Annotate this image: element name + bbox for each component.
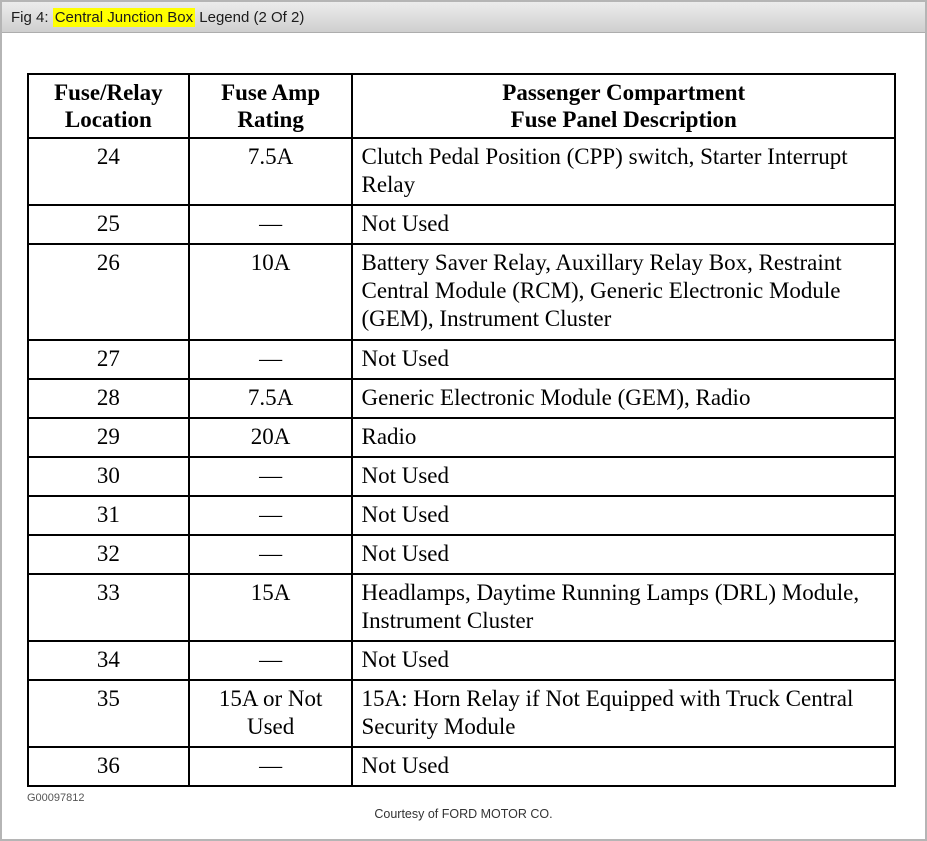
table-row: 36 — Not Used (27, 746, 896, 788)
courtesy-line: Courtesy of FORD MOTOR CO. (374, 807, 553, 821)
fuse-location-cell: 30 (27, 455, 190, 497)
fuse-rating-cell: — (187, 338, 354, 380)
fuse-rating-cell: — (187, 494, 354, 536)
fuse-description-cell: Not Used (351, 746, 896, 788)
table-row: 30 — Not Used (27, 455, 896, 497)
fuse-location-cell: 33 (27, 572, 190, 642)
fuse-rating-cell: — (187, 533, 354, 575)
figure-title-suffix: Legend (2 Of 2) (195, 8, 305, 26)
table-row: 32 — Not Used (27, 533, 896, 575)
fuse-rating-cell: 20A (187, 416, 354, 458)
table-row: 25 — Not Used (27, 204, 896, 246)
figure-code: G00097812 (27, 792, 85, 805)
fuse-description-cell: Battery Saver Relay, Auxillary Relay Box… (351, 243, 896, 341)
figure-title-bar: Fig 4: Central Junction Box Legend (2 Of… (2, 2, 925, 33)
header-fuse-amp-rating: Fuse Amp Rating (187, 72, 354, 140)
fuse-location-cell: 27 (27, 338, 190, 380)
fuse-description-cell: Not Used (351, 338, 896, 380)
fuse-location-cell: 35 (27, 678, 190, 749)
fuse-table-body: 24 7.5A Clutch Pedal Position (CPP) swit… (27, 137, 896, 788)
figure-title-highlight: Central Junction Box (52, 7, 196, 27)
header-panel-description: Passenger Compartment Fuse Panel Descrip… (351, 72, 896, 140)
fuse-location-cell: 34 (27, 639, 190, 681)
table-row: 26 10A Battery Saver Relay, Auxillary Re… (27, 243, 896, 341)
fuse-description-cell: Not Used (351, 639, 896, 681)
fuse-rating-cell: — (187, 746, 354, 788)
fuse-description-cell: Headlamps, Daytime Running Lamps (DRL) M… (351, 572, 896, 642)
table-row: 27 — Not Used (27, 338, 896, 380)
fuse-description-cell: Clutch Pedal Position (CPP) switch, Star… (351, 137, 896, 207)
fuse-description-cell: Radio (351, 416, 896, 458)
header-line: Fuse/Relay (54, 80, 163, 105)
fuse-rating-cell: 7.5A (187, 377, 354, 419)
table-header-row: Fuse/Relay Location Fuse Amp Rating Pass… (27, 72, 896, 140)
fuse-rating-cell: 15A or Not Used (187, 678, 354, 749)
fuse-description-cell: Not Used (351, 494, 896, 536)
table-row: 31 — Not Used (27, 494, 896, 536)
fuse-rating-cell: 15A (187, 572, 354, 642)
fuse-rating-cell: — (187, 455, 354, 497)
fuse-location-cell: 28 (27, 377, 190, 419)
table-row: 24 7.5A Clutch Pedal Position (CPP) swit… (27, 137, 896, 207)
table-row: 35 15A or Not Used 15A: Horn Relay if No… (27, 678, 896, 749)
header-line: Fuse Panel Description (510, 107, 737, 133)
fuse-rating-cell: — (187, 639, 354, 681)
fuse-description-cell: Generic Electronic Module (GEM), Radio (351, 377, 896, 419)
fuse-rating-cell: 7.5A (187, 137, 354, 207)
header-line: Passenger Compartment (502, 80, 746, 105)
fuse-location-cell: 32 (27, 533, 190, 575)
fuse-description-cell: Not Used (351, 533, 896, 575)
figure-title-prefix: Fig 4: (11, 8, 53, 26)
table-row: 28 7.5A Generic Electronic Module (GEM),… (27, 377, 896, 419)
table-row: 33 15A Headlamps, Daytime Running Lamps … (27, 572, 896, 642)
header-fuse-relay-location: Fuse/Relay Location (27, 72, 190, 140)
fuse-legend-table: Fuse/Relay Location Fuse Amp Rating Pass… (27, 72, 896, 788)
table-row: 34 — Not Used (27, 639, 896, 681)
fuse-rating-cell: 10A (187, 243, 354, 341)
fuse-location-cell: 25 (27, 204, 190, 246)
fuse-description-cell: Not Used (351, 455, 896, 497)
header-line: Fuse Amp (221, 80, 321, 105)
header-line: Location (64, 107, 152, 133)
fuse-description-cell: 15A: Horn Relay if Not Equipped with Tru… (351, 678, 896, 749)
fuse-location-cell: 36 (27, 746, 190, 788)
fuse-description-cell: Not Used (351, 204, 896, 246)
fuse-location-cell: 31 (27, 494, 190, 536)
fuse-location-cell: 29 (27, 416, 190, 458)
table-row: 29 20A Radio (27, 416, 896, 458)
header-line: Rating (237, 107, 304, 133)
fuse-rating-cell: — (187, 204, 354, 246)
fuse-location-cell: 26 (27, 243, 190, 341)
fuse-location-cell: 24 (27, 137, 190, 207)
